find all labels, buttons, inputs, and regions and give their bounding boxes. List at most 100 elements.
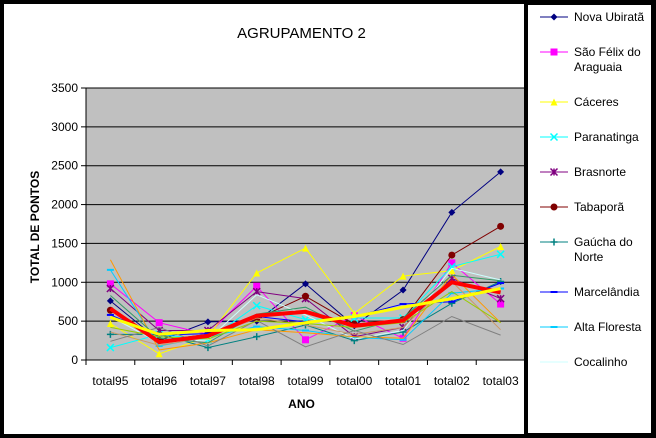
data-point	[497, 300, 505, 308]
legend-entry: Alta Floresta	[540, 320, 642, 334]
legend-marker	[550, 48, 558, 56]
data-point	[497, 243, 505, 251]
data-point	[253, 269, 261, 277]
data-point	[448, 208, 456, 216]
data-point	[106, 280, 114, 288]
y-tick-label: 1000	[51, 275, 78, 289]
data-point	[106, 284, 115, 293]
line-chart: AGRUPAMENTO 2 0 500 1000 1500 2000 2500 3000 35…	[28, 25, 526, 411]
data-point	[448, 251, 456, 259]
legend-marker	[550, 13, 558, 21]
series-15	[109, 280, 502, 345]
legend-label: São Félix do Araguaia	[574, 45, 641, 74]
legend-entry: Paranatinga	[540, 130, 639, 144]
legend-label-line: Cáceres	[574, 95, 619, 109]
series-line	[109, 287, 501, 336]
x-tick-label: total02	[434, 374, 470, 388]
legend-entry: Cocalinho	[540, 355, 628, 369]
data-point	[106, 343, 115, 352]
legend-label: Nova Ubiratã	[574, 10, 644, 24]
legend-label-line: Nova Ubiratã	[574, 10, 644, 24]
data-point	[204, 318, 212, 326]
data-point	[106, 319, 114, 327]
legend-label: Cáceres	[574, 95, 619, 109]
legend-label: Paranatinga	[574, 130, 639, 144]
data-point	[448, 267, 456, 275]
data-point	[399, 328, 407, 336]
data-point	[497, 222, 505, 230]
legend-label: Brasnorte	[574, 165, 626, 179]
y-axis-label: TOTAL DE PONTOS	[28, 171, 42, 283]
data-point	[155, 350, 163, 358]
data-point	[106, 330, 114, 338]
legend-entry: São Félix do Araguaia	[540, 45, 641, 74]
legend-marker	[550, 98, 558, 106]
legend-svg: Nova Ubiratã São Félix do Araguaia Cáceres P…	[540, 10, 644, 369]
data-point	[106, 297, 114, 305]
legend-label-line: Brasnorte	[574, 165, 626, 179]
legend-marker	[549, 167, 559, 177]
data-point	[204, 344, 212, 352]
legend-marker	[550, 203, 558, 211]
data-point	[302, 336, 309, 344]
data-point	[399, 272, 407, 280]
data-point	[252, 287, 261, 296]
legend-entry: Nova Ubiratã	[540, 10, 644, 24]
y-tick-label: 500	[58, 314, 78, 328]
legend-entry: Marcelândia	[540, 285, 640, 299]
legend-label: Marcelândia	[574, 285, 640, 299]
data-point	[155, 319, 163, 327]
series-16	[109, 287, 501, 336]
x-tick-label: total03	[483, 374, 519, 388]
legend-label-line: Tabaporã	[574, 200, 624, 214]
series-line	[109, 280, 502, 345]
y-tick-label: 1500	[51, 236, 78, 250]
legend-label-line: Norte	[574, 250, 604, 264]
x-tick-label: total96	[141, 374, 177, 388]
y-tick-label: 2000	[51, 198, 78, 212]
data-point	[496, 294, 505, 303]
legend-label: Tabaporã	[574, 200, 624, 214]
legend-marker	[549, 132, 559, 142]
data-point	[302, 280, 309, 288]
legend-label-line: São Félix do	[574, 45, 641, 59]
legend-label-line: Marcelândia	[574, 285, 640, 299]
chart-title: AGRUPAMENTO 2	[237, 25, 366, 42]
x-axis-label: ANO	[288, 397, 315, 411]
data-point	[496, 250, 505, 259]
data-point	[448, 259, 456, 267]
data-point	[253, 282, 261, 290]
y-tick-label: 3000	[51, 120, 78, 134]
legend-entry: Tabaporã	[540, 200, 624, 214]
data-point	[252, 301, 261, 310]
data-point	[302, 292, 309, 300]
data-point	[302, 244, 309, 252]
x-tick-label: total95	[92, 374, 128, 388]
x-tick-label: total99	[287, 374, 323, 388]
legend-label-line: Paranatinga	[574, 130, 639, 144]
y-tick-label: 3500	[51, 81, 78, 95]
data-point	[399, 286, 407, 294]
legend-label: Alta Floresta	[574, 320, 642, 334]
x-tick-label: total01	[385, 374, 421, 388]
x-tick-label: total00	[336, 374, 372, 388]
data-point	[253, 333, 261, 341]
legend-label-line: Araguaia	[574, 60, 622, 74]
x-tick-label: total97	[190, 374, 226, 388]
legend-entry: Gaúcha do Norte	[540, 235, 633, 264]
legend-entry: Brasnorte	[540, 165, 626, 179]
legend-label: Gaúcha do Norte	[574, 235, 633, 264]
chart-area: AGRUPAMENTO 2 0 500 1000 1500 2000 2500 3000 35…	[4, 4, 526, 434]
legend-label-line: Cocalinho	[574, 355, 628, 369]
legend-label-line: Alta Floresta	[574, 320, 642, 334]
legend: Nova Ubiratã São Félix do Araguaia Cáceres P…	[527, 4, 652, 434]
x-tick-label: total98	[239, 374, 275, 388]
legend-marker	[550, 238, 558, 246]
legend-label-line: Gaúcha do	[574, 235, 633, 249]
legend-label: Cocalinho	[574, 355, 628, 369]
data-point	[497, 168, 505, 176]
legend-entry: Cáceres	[540, 95, 619, 109]
y-tick-label: 2500	[51, 159, 78, 173]
y-tick-label: 0	[71, 353, 78, 367]
